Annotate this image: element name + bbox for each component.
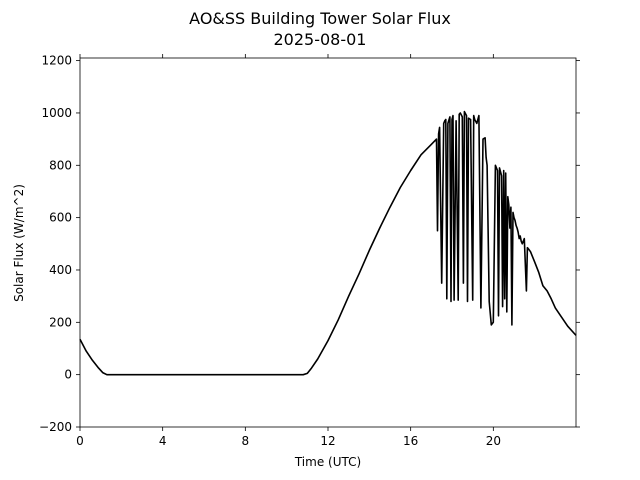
x-tick-label: 0 xyxy=(76,434,84,448)
chart-title: AO&SS Building Tower Solar Flux xyxy=(189,9,451,28)
x-tick-label: 20 xyxy=(486,434,501,448)
y-tick-label: 400 xyxy=(49,263,72,277)
plot-background xyxy=(80,58,576,427)
series-line-0 xyxy=(79,110,577,376)
x-tick-label: 12 xyxy=(320,434,335,448)
plot-area xyxy=(80,58,576,427)
y-tick-label: 600 xyxy=(49,211,72,225)
x-axis-label: Time (UTC) xyxy=(294,455,361,469)
x-tick-label: 4 xyxy=(159,434,167,448)
y-tick-label: 0 xyxy=(64,368,72,382)
y-tick-label: 1000 xyxy=(41,106,72,120)
x-tick-label: 16 xyxy=(403,434,418,448)
x-tick-label: 8 xyxy=(242,434,250,448)
y-tick-label: −200 xyxy=(39,420,72,434)
series-group xyxy=(79,110,577,376)
x-axis: 0 4 8 12 16 20 xyxy=(76,54,501,448)
y-tick-label: 1200 xyxy=(41,54,72,68)
chart-subtitle: 2025-08-01 xyxy=(274,30,367,49)
y-tick-label: 200 xyxy=(49,315,72,329)
y-axis-label: Solar Flux (W/m^2) xyxy=(12,184,26,302)
y-axis: −200 0 200 400 600 800 1000 1200 xyxy=(39,54,580,434)
y-tick-label: 800 xyxy=(49,158,72,172)
